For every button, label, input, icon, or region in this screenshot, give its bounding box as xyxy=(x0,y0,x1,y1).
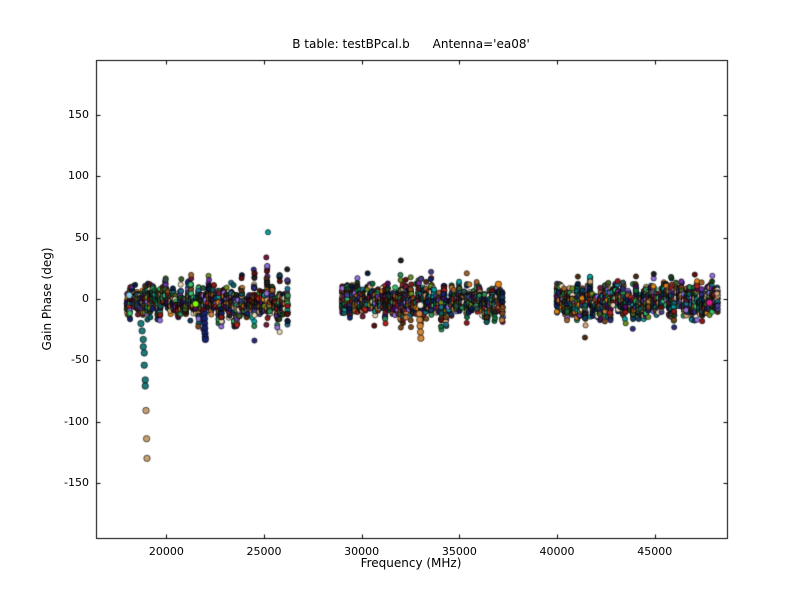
x-tick-label: 20000 xyxy=(148,545,184,558)
x-tick-label: 25000 xyxy=(246,545,282,558)
x-tick-label: 30000 xyxy=(344,545,380,558)
y-tick-label: 0 xyxy=(82,292,89,305)
y-tick-label: 50 xyxy=(75,230,89,244)
x-axis-label: Frequency (MHz) xyxy=(360,556,462,570)
chart-title: B table: testBPcal.b Antenna='ea08' xyxy=(292,37,530,51)
x-tick-label: 45000 xyxy=(637,545,673,558)
y-tick-label: -50 xyxy=(71,353,89,367)
x-tick-label: 35000 xyxy=(441,545,477,558)
y-tick-label: 100 xyxy=(68,169,89,183)
y-tick-label: -100 xyxy=(64,414,89,428)
y-tick-label: 150 xyxy=(68,108,89,122)
y-tick-label: -150 xyxy=(64,475,89,489)
x-tick-label: 40000 xyxy=(539,545,575,558)
